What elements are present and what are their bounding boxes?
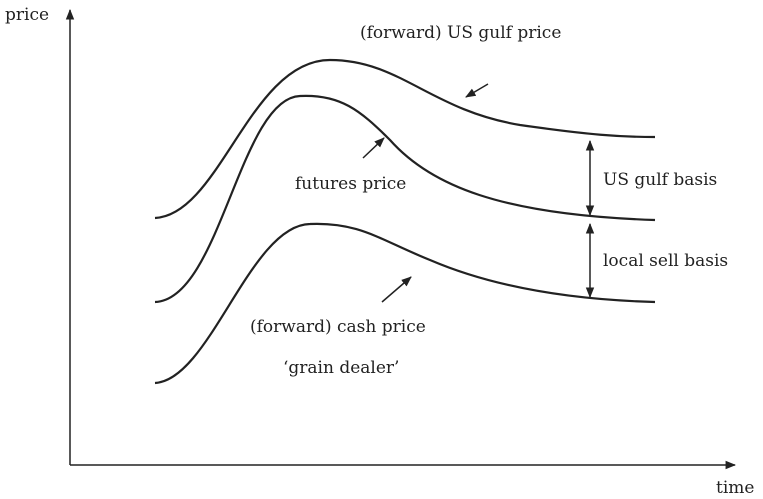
gulf-price-curve: [154, 58, 656, 220]
pointer: [381, 276, 412, 303]
curve-label: futures price: [295, 174, 406, 194]
pointer: [465, 83, 489, 98]
basis-label: local sell basis: [603, 251, 728, 271]
x-axis-label: time: [716, 478, 754, 498]
futures-price-curve: [154, 94, 656, 304]
curve-label: (forward) cash price: [250, 317, 426, 337]
y-axis-label: price: [5, 5, 49, 25]
pointer: [362, 137, 385, 159]
curve-sublabel: ‘grain dealer’: [283, 358, 399, 378]
curve-label: (forward) US gulf price: [360, 23, 561, 43]
cash-price-curve: [154, 222, 656, 385]
basis-label: US gulf basis: [603, 170, 717, 190]
